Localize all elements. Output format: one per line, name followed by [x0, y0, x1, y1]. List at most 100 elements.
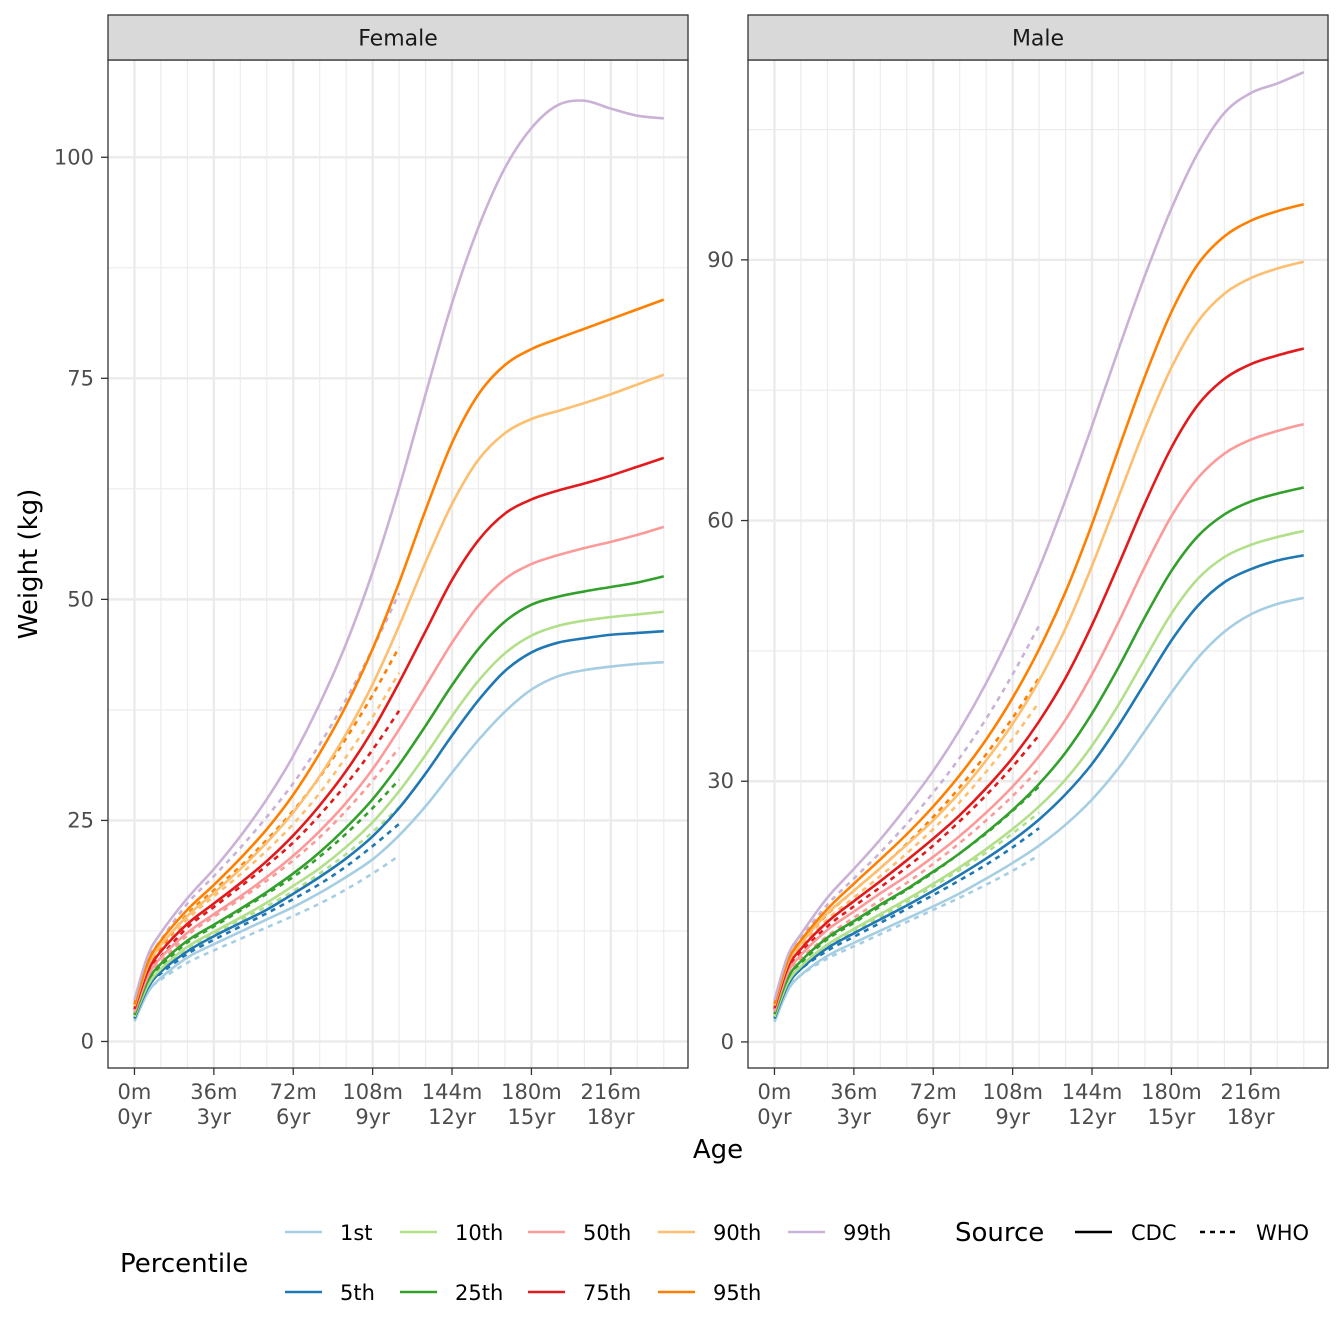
x-tick-label-years: 15yr [1148, 1105, 1196, 1129]
cdc-line-10th [133, 610, 664, 1018]
cdc-line-5th [773, 554, 1304, 1019]
x-tick-label: 144m [422, 1080, 483, 1104]
legend-label: 75th [583, 1281, 631, 1305]
legend-item-25th: 25th [400, 1281, 503, 1305]
legend-item-95th: 95th [658, 1281, 761, 1305]
series-lines [773, 70, 1305, 1023]
x-tick-label: 108m [982, 1080, 1043, 1104]
legend-label: 25th [455, 1281, 503, 1305]
legend: Percentile 1st 5th 10th 25th 50th 75th 90th 95th… [120, 1218, 1309, 1305]
legend-label: 1st [340, 1221, 373, 1245]
x-tick-label: 72m [270, 1080, 317, 1104]
x-tick-label: 72m [910, 1080, 957, 1104]
legend-label: 95th [713, 1281, 761, 1305]
y-tick-label: 30 [707, 769, 734, 793]
x-tick-label-years: 6yr [916, 1105, 951, 1129]
x-tick-label: 36m [830, 1080, 877, 1104]
legend-label: 99th [843, 1221, 891, 1245]
y-axis: 0 30 60 90 [707, 248, 748, 1054]
who-line-1st [133, 854, 400, 1022]
y-tick-label: 50 [67, 587, 94, 611]
y-tick-label: 0 [81, 1029, 94, 1053]
x-tick-label: 180m [501, 1080, 562, 1104]
x-tick-label-years: 3yr [197, 1105, 232, 1129]
x-tick-label: 144m [1062, 1080, 1123, 1104]
legend-label: 50th [583, 1221, 631, 1245]
legend-label: 10th [455, 1221, 503, 1245]
legend-item-99th: 99th [788, 1221, 891, 1245]
y-tick-label: 25 [67, 808, 94, 832]
x-tick-label: 216m [1221, 1080, 1282, 1104]
cdc-line-95th [773, 202, 1305, 1005]
legend-label: 5th [340, 1281, 375, 1305]
cdc-line-75th [133, 456, 665, 1010]
cdc-line-90th [773, 260, 1305, 1006]
cdc-line-50th [133, 525, 665, 1013]
legend-title-source: Source [955, 1218, 1044, 1248]
x-tick-label-years: 3yr [837, 1105, 872, 1129]
legend-label: 90th [713, 1221, 761, 1245]
y-axis: 0 25 50 75 100 [54, 145, 108, 1053]
x-tick-label-years: 15yr [508, 1105, 556, 1129]
legend-item-50th: 50th [528, 1221, 631, 1245]
series-lines [133, 99, 665, 1022]
gridlines [748, 60, 1328, 1068]
facet-strip [747, 14, 1329, 61]
facet-strip [107, 14, 689, 61]
x-tick-label-years: 18yr [1227, 1105, 1275, 1129]
x-tick-label: 0m [758, 1080, 792, 1104]
x-tick-label-years: 0yr [757, 1105, 792, 1129]
legend-label: WHO [1256, 1221, 1309, 1245]
x-tick-label-years: 9yr [355, 1105, 390, 1129]
cdc-line-95th [133, 298, 665, 1005]
y-tick-label: 75 [67, 366, 94, 390]
who-line-75th [773, 734, 1041, 1011]
cdc-line-25th [133, 575, 665, 1016]
x-tick-label-years: 12yr [428, 1105, 476, 1129]
facet-strip-label: Female [358, 27, 438, 52]
legend-title-percentile: Percentile [120, 1249, 248, 1279]
x-tick-label-years: 9yr [995, 1105, 1030, 1129]
cdc-line-5th [133, 629, 664, 1020]
facet-strip-label: Male [1012, 27, 1064, 52]
legend-item-75th: 75th [528, 1281, 631, 1305]
legend-item-5th: 5th [285, 1281, 375, 1305]
cdc-line-90th [133, 373, 665, 1007]
facet-male: Male03060900m0yr36m3yr72m6yr108m9yr144m1… [707, 14, 1329, 1129]
x-tick-label: 180m [1141, 1080, 1202, 1104]
cdc-line-25th [773, 486, 1305, 1015]
x-tick-label-years: 12yr [1068, 1105, 1116, 1129]
who-line-50th [133, 747, 401, 1014]
cdc-line-1st [133, 660, 664, 1022]
x-tick-label: 36m [190, 1080, 237, 1104]
y-axis-title: Weight (kg) [14, 489, 44, 640]
legend-item-1st: 1st [285, 1221, 373, 1245]
legend-item-who: WHO [1200, 1221, 1309, 1245]
x-axis-title: Age [693, 1135, 743, 1165]
x-tick-label: 0m [118, 1080, 152, 1104]
legend-item-90th: 90th [658, 1221, 761, 1245]
who-line-50th [773, 768, 1041, 1014]
x-tick-label-years: 18yr [587, 1105, 635, 1129]
gridlines [108, 60, 688, 1068]
y-tick-label: 0 [721, 1030, 734, 1054]
cdc-line-99th [133, 99, 664, 1001]
x-tick-label-years: 6yr [276, 1105, 311, 1129]
who-line-99th [773, 625, 1041, 1004]
y-tick-label: 60 [707, 509, 734, 533]
y-tick-label: 100 [54, 145, 94, 169]
y-tick-label: 90 [707, 248, 734, 272]
x-tick-label-years: 0yr [117, 1105, 152, 1129]
who-line-95th [133, 646, 401, 1006]
cdc-line-50th [773, 422, 1305, 1012]
who-line-99th [133, 592, 401, 1003]
cdc-line-1st [773, 596, 1305, 1023]
legend-label: CDC [1131, 1221, 1177, 1245]
who-line-25th [133, 778, 401, 1016]
who-line-75th [133, 710, 401, 1011]
x-tick-label: 108m [342, 1080, 403, 1104]
